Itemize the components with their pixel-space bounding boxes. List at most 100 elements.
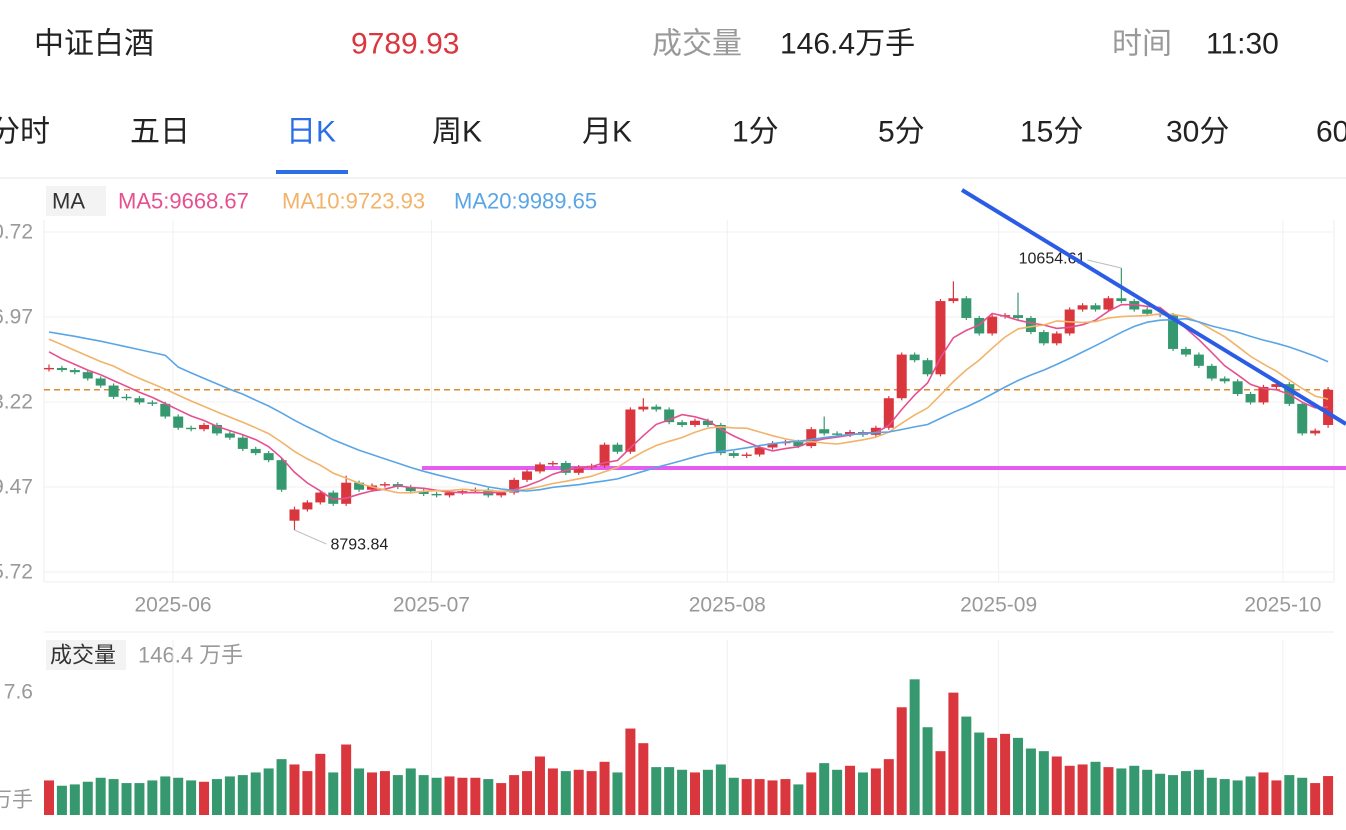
candle-body: [379, 484, 390, 486]
volume-bar: [392, 775, 403, 815]
tab[interactable]: 15分: [1020, 116, 1083, 149]
candle-body: [625, 409, 636, 452]
candle-body: [69, 370, 80, 373]
volume-bar: [1013, 737, 1023, 815]
candle-body: [560, 462, 571, 473]
volume-bar: [715, 764, 726, 815]
volume-bar: [44, 780, 54, 815]
volume-bar: [405, 768, 416, 815]
candle-body: [806, 429, 817, 447]
candle-body: [341, 482, 352, 504]
tab[interactable]: 五日: [130, 116, 190, 149]
tab[interactable]: 1分: [732, 116, 779, 149]
volume-bar: [767, 780, 778, 815]
volume-bar: [1077, 764, 1088, 815]
volume-bar: [560, 771, 571, 815]
candle-body: [987, 316, 998, 334]
volume-bar: [664, 767, 675, 815]
candle-body: [1038, 332, 1049, 344]
volume-bar: [367, 772, 377, 815]
volume-bar: [418, 775, 429, 815]
volume-bar: [832, 769, 843, 815]
candle-body: [496, 492, 507, 496]
candle-body: [870, 427, 881, 435]
candle-body: [534, 464, 545, 472]
tab[interactable]: 5分: [878, 116, 925, 149]
candle-body: [250, 448, 261, 454]
volume-bar: [612, 772, 623, 815]
volume-label: 成交量: [652, 28, 742, 61]
candle-body: [1168, 315, 1179, 349]
tab[interactable]: 日K: [286, 116, 336, 149]
candle-body: [1103, 298, 1114, 310]
volume-bar: [1271, 780, 1282, 815]
volume-panel-label: 成交量: [50, 643, 116, 668]
volume-bar: [108, 779, 119, 815]
volume-bar: [522, 771, 533, 815]
ma-line: [48, 313, 1329, 494]
volume-bar: [1155, 773, 1166, 815]
candle-body: [1180, 348, 1191, 355]
ma-badge: [46, 186, 106, 216]
tab[interactable]: 30分: [1166, 116, 1229, 149]
candle-body: [754, 447, 765, 455]
candle-body: [1013, 315, 1023, 318]
ma-line: [48, 303, 1329, 501]
volume-bar: [1168, 775, 1179, 815]
volume-bar: [586, 771, 597, 815]
candle-body: [444, 492, 455, 496]
volume-bar: [961, 716, 972, 815]
volume-bar: [1310, 783, 1321, 815]
volume-bar: [845, 765, 856, 815]
volume-bar: [69, 784, 80, 815]
y-tick-label: 8495.72: [0, 561, 33, 584]
tab[interactable]: 周K: [432, 116, 482, 149]
candle-body: [1077, 305, 1088, 310]
volume-bar: [328, 772, 339, 815]
trend-line: [960, 188, 1346, 426]
candle-body: [573, 467, 584, 473]
volume-bar: [263, 768, 274, 815]
volume-bar: [457, 777, 468, 815]
candle-body: [405, 486, 416, 492]
volume-bar: [341, 744, 352, 815]
tab[interactable]: 月K: [582, 116, 632, 149]
candle-body: [328, 492, 339, 504]
volume-bar: [1103, 767, 1114, 815]
candle-body: [819, 429, 830, 434]
volume-bar: [431, 777, 442, 815]
x-tick-label: 2025-08: [689, 594, 766, 617]
time-label: 时间: [1112, 28, 1172, 61]
candle-body: [547, 462, 558, 465]
x-tick-label: 2025-07: [393, 594, 470, 617]
volume-bar: [121, 783, 132, 815]
candle-body: [909, 354, 920, 361]
volume-bar: [379, 771, 390, 815]
tab[interactable]: 60分: [1316, 116, 1346, 149]
volume-bar: [819, 763, 830, 815]
candle-body: [1193, 354, 1204, 366]
candle-body: [82, 372, 93, 379]
volume-bar: [1090, 761, 1101, 815]
ma-legend: MA20:9989.65: [454, 189, 597, 214]
volume-bar: [173, 777, 184, 815]
tab[interactable]: 分时: [0, 116, 50, 149]
volume-bar: [1116, 768, 1127, 815]
volume-bar: [1284, 775, 1295, 815]
volume-bar: [1258, 772, 1269, 815]
low-annotation: 8793.84: [330, 537, 388, 554]
candle-body: [896, 354, 907, 399]
candle-body: [599, 444, 610, 466]
volume-bar: [211, 779, 222, 815]
volume-bar: [1232, 780, 1243, 815]
volume-bar: [1206, 777, 1217, 815]
volume-bar: [1038, 751, 1049, 815]
candle-body: [1297, 403, 1308, 434]
candle-body: [638, 406, 649, 410]
volume-bar: [444, 776, 455, 815]
candle-body: [147, 402, 158, 404]
candle-body: [1142, 309, 1153, 314]
volume-axis-label: 万手: [0, 789, 33, 812]
volume-bar: [883, 759, 894, 815]
